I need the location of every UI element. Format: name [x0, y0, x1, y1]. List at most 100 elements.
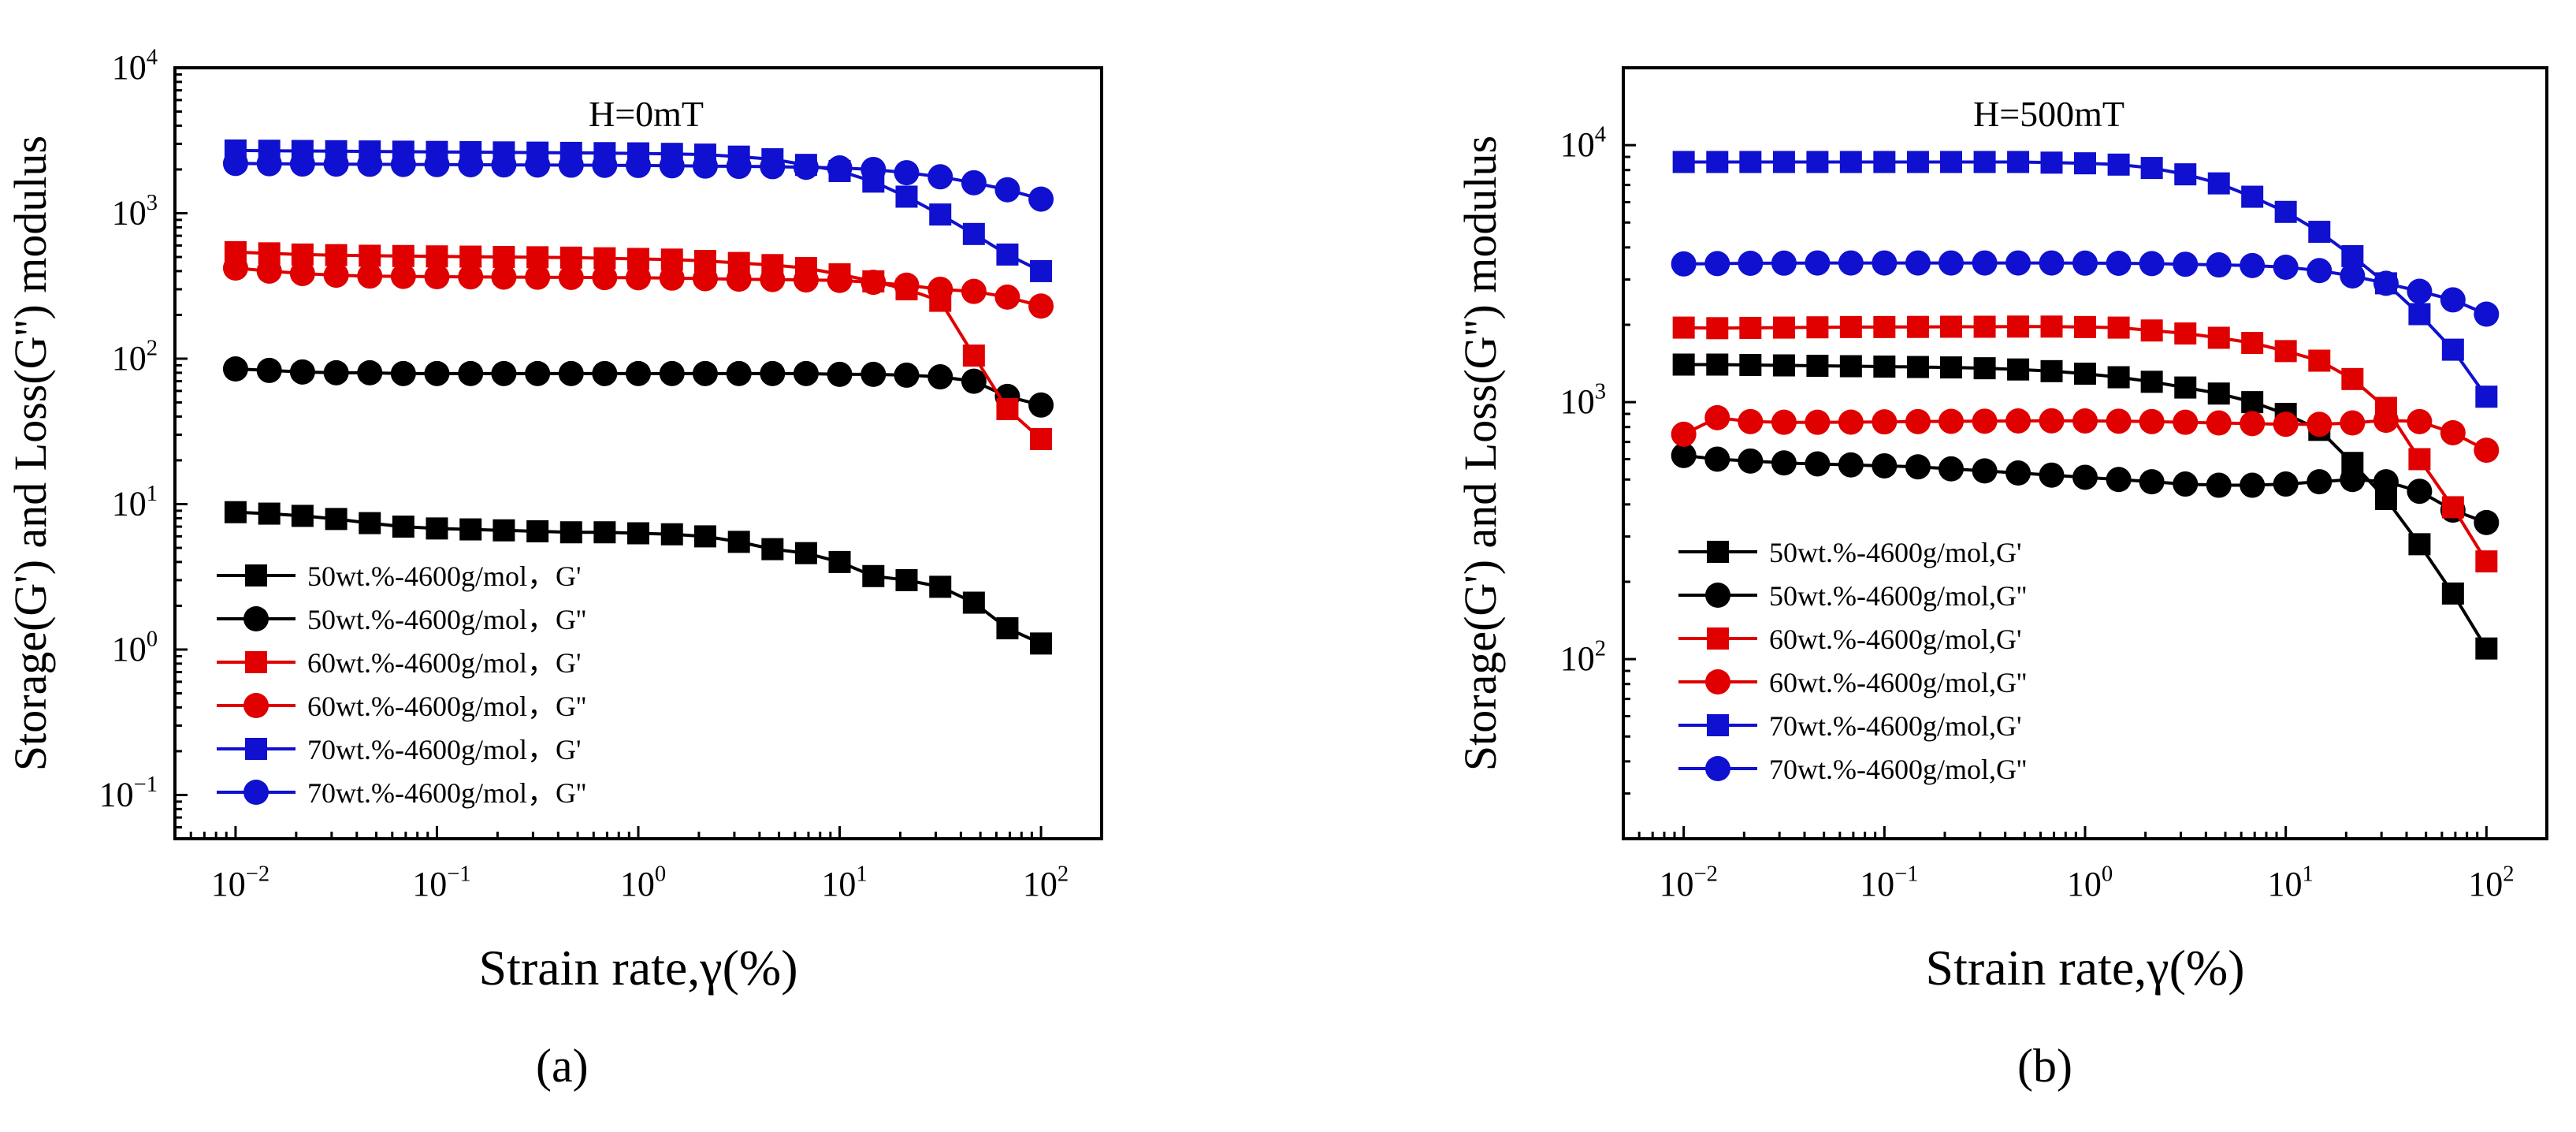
series-line [1683, 325, 2489, 563]
y-tick-label-exp: −1 [134, 773, 158, 797]
data-point [426, 517, 448, 540]
data-point [2407, 408, 2433, 434]
x-tick-label-base: 10 [821, 865, 856, 903]
data-point [2206, 472, 2232, 498]
data-point [1771, 450, 1797, 476]
data-point [727, 531, 750, 553]
legend-marker [1705, 583, 1730, 608]
legend-item: 50wt.%-4600g/mol，G'' [217, 604, 586, 635]
data-point [2407, 278, 2433, 304]
data-point [424, 360, 450, 386]
x-tick-label: 10−2 [1659, 862, 1717, 903]
data-point [994, 284, 1020, 310]
data-point [2072, 408, 2098, 434]
data-point [2273, 471, 2299, 497]
data-point [659, 265, 685, 291]
data-point [996, 397, 1019, 420]
data-point [2441, 582, 2464, 605]
data-point [256, 258, 282, 284]
data-point [1838, 409, 1864, 435]
data-point [2474, 438, 2500, 464]
series-0 [224, 501, 1053, 655]
data-point [1028, 186, 1054, 212]
data-point [2273, 411, 2299, 438]
data-point [458, 264, 484, 290]
data-point [526, 519, 549, 542]
data-point [2407, 478, 2433, 505]
data-point [2373, 270, 2399, 296]
data-point [1806, 151, 1829, 173]
data-point [1704, 446, 1730, 472]
x-tick-label: 102 [2468, 862, 2514, 903]
data-point [962, 591, 985, 614]
data-point [1972, 250, 1998, 276]
data-point [2373, 469, 2399, 495]
legend-marker [1707, 714, 1729, 736]
data-point [2307, 258, 2333, 284]
legend-label: 50wt.%-4600g/mol,G'' [1769, 580, 2027, 612]
data-point [1771, 250, 1797, 276]
y-tick-label: 104 [1560, 123, 1606, 164]
data-point [2039, 408, 2065, 434]
data-point [2206, 410, 2232, 436]
data-point [2106, 467, 2132, 493]
data-point [222, 151, 248, 177]
legend-item: 50wt.%-4600g/mol,G' [1678, 537, 2021, 568]
data-point [2039, 462, 2065, 488]
x-tick-label: 100 [2067, 862, 2113, 903]
x-tick-label: 10−1 [412, 862, 470, 903]
x-tick-label-exp: −1 [1894, 862, 1918, 887]
data-point [895, 185, 918, 208]
data-point [525, 152, 551, 178]
data-point [526, 246, 549, 269]
data-point [2475, 550, 2498, 573]
data-point [2341, 367, 2364, 390]
data-point [794, 542, 817, 564]
data-point [289, 260, 315, 286]
data-point [1839, 315, 1862, 338]
data-point [2106, 250, 2132, 276]
x-tick-label: 10−1 [1860, 862, 1918, 903]
data-point [693, 525, 716, 548]
data-point [2005, 250, 2031, 276]
data-point [2173, 251, 2199, 277]
legend-label: 60wt.%-4600g/mol,G' [1769, 624, 2021, 655]
x-tick-label-exp: −2 [246, 862, 269, 887]
data-point [2107, 366, 2130, 389]
legend-label: 60wt.%-4600g/mol，G' [307, 647, 581, 679]
legend: 50wt.%-4600g/mol,G' 50wt.%-4600g/mol,G'' 6… [1678, 537, 2027, 785]
data-point [961, 278, 987, 304]
legend-marker [243, 780, 269, 805]
data-point [592, 152, 618, 178]
data-point [392, 516, 414, 538]
data-point [1772, 316, 1795, 339]
data-point [927, 276, 953, 302]
series-3 [222, 255, 1054, 319]
data-point [1672, 353, 1695, 376]
data-point [2441, 338, 2464, 361]
data-point [793, 267, 819, 293]
data-point [994, 177, 1020, 203]
panel-label-b: (b) [2017, 1039, 2072, 1093]
series-1 [222, 356, 1054, 418]
x-axis-ticks [173, 826, 1103, 839]
data-point [1938, 456, 1964, 482]
data-point [827, 267, 853, 293]
data-point [726, 154, 752, 180]
data-point [2040, 315, 2063, 338]
y-tick-label: 100 [112, 627, 158, 668]
data-point [2074, 315, 2096, 338]
data-point [1739, 316, 1762, 339]
data-point [493, 246, 515, 269]
x-tick-label-exp: 0 [2102, 862, 2113, 887]
data-point [2440, 287, 2466, 313]
legend-marker [243, 606, 269, 631]
data-point [2408, 448, 2431, 471]
data-point [558, 264, 584, 290]
legend-item: 60wt.%-4600g/mol,G' [1678, 624, 2021, 655]
data-point [390, 151, 416, 177]
data-point [1805, 409, 1831, 435]
data-point [2174, 163, 2197, 186]
data-point [2241, 332, 2264, 355]
